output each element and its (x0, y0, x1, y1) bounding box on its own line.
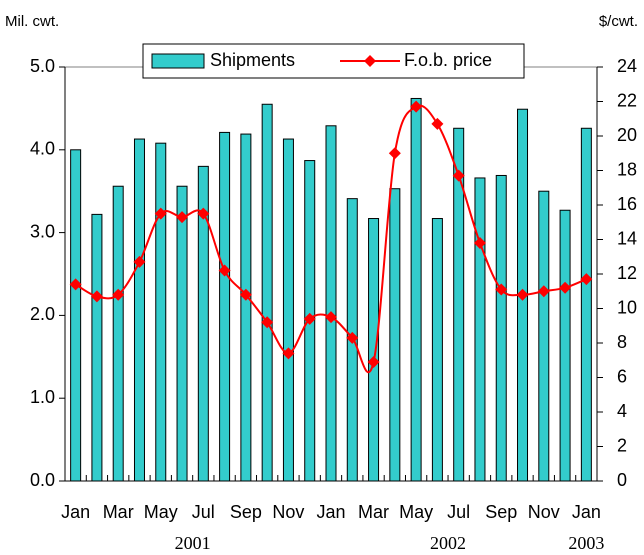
price-marker (218, 264, 231, 277)
price-marker (431, 117, 444, 130)
price-marker (112, 288, 125, 301)
x-tick-label: Sep (485, 502, 517, 522)
x-group-label: 2001 (175, 533, 211, 553)
bar (325, 125, 337, 482)
y2-tick-label: 10 (617, 297, 637, 317)
y-tick-label: 4.0 (30, 139, 55, 159)
price-marker (239, 288, 252, 301)
bar (219, 131, 231, 482)
price-marker (133, 255, 146, 268)
y-tick-label: 0.0 (30, 470, 55, 490)
bar (495, 174, 507, 482)
bar (91, 213, 103, 482)
x-tick-label: Jan (572, 502, 601, 522)
y2-tick-label: 8 (617, 332, 627, 352)
price-marker (473, 236, 486, 249)
price-marker (69, 278, 82, 291)
price-marker (516, 288, 529, 301)
bar (155, 142, 167, 482)
bar (112, 185, 124, 482)
x-tick-label: Mar (358, 502, 389, 522)
price-marker (580, 273, 593, 286)
legend-label: Shipments (210, 50, 295, 70)
y2-tick-label: 2 (617, 435, 627, 455)
price-marker (176, 211, 189, 224)
price-marker (197, 207, 210, 220)
y-tick-label: 5.0 (30, 56, 55, 76)
bar (538, 190, 550, 482)
bar (240, 133, 252, 482)
y2-tick-label: 0 (617, 470, 627, 490)
x-tick-label: Mar (103, 502, 134, 522)
price-marker (90, 290, 103, 303)
bar (580, 127, 592, 482)
y-tick-label: 2.0 (30, 304, 55, 324)
x-tick-label: Sep (230, 502, 262, 522)
price-marker (410, 100, 423, 113)
bar (176, 185, 188, 482)
y2-tick-label: 16 (617, 194, 637, 214)
x-tick-label: May (144, 502, 178, 522)
bar (133, 138, 145, 482)
x-tick-label: Jan (61, 502, 90, 522)
bar (261, 103, 273, 482)
y-tick-label: 1.0 (30, 387, 55, 407)
price-marker (303, 312, 316, 325)
bar (431, 218, 443, 482)
legend-box (142, 43, 525, 79)
legend-label: F.o.b. price (404, 50, 492, 70)
price-marker (388, 147, 401, 160)
x-tick-label: Jul (447, 502, 470, 522)
y2-tick-label: 6 (617, 366, 627, 386)
bar (70, 149, 82, 482)
price-marker (495, 283, 508, 296)
x-tick-label: Nov (272, 502, 304, 522)
bar (389, 188, 401, 482)
legend-swatch (151, 53, 205, 69)
y2-tick-label: 4 (617, 401, 627, 421)
legend-marker (364, 55, 376, 67)
y2-tick-label: 20 (617, 125, 637, 145)
y2-tick-label: 22 (617, 90, 637, 110)
y2-tick-label: 12 (617, 263, 637, 283)
bar (368, 218, 380, 482)
price-marker (261, 316, 274, 329)
price-marker (154, 207, 167, 220)
y2-tick-label: 24 (617, 56, 637, 76)
x-group-label: 2002 (430, 533, 466, 553)
y-axis-label: Mil. cwt. (5, 13, 59, 30)
price-marker (559, 281, 572, 294)
bar (474, 177, 486, 482)
price-marker (325, 311, 337, 324)
bar (282, 138, 294, 482)
y2-tick-label: 18 (617, 159, 637, 179)
x-tick-label: May (399, 502, 433, 522)
price-marker (452, 169, 465, 182)
x-tick-label: Nov (528, 502, 560, 522)
price-marker (537, 285, 550, 298)
price-marker (346, 331, 359, 344)
y-tick-label: 3.0 (30, 221, 55, 241)
y2-axis-label: $/cwt. (599, 13, 638, 30)
x-group-label: 2003 (568, 533, 604, 553)
bar (410, 97, 422, 482)
price-marker (367, 355, 380, 368)
price-marker (282, 347, 295, 360)
bar (559, 209, 571, 482)
y2-tick-label: 14 (617, 228, 637, 248)
x-tick-label: Jan (316, 502, 345, 522)
x-tick-label: Jul (192, 502, 215, 522)
